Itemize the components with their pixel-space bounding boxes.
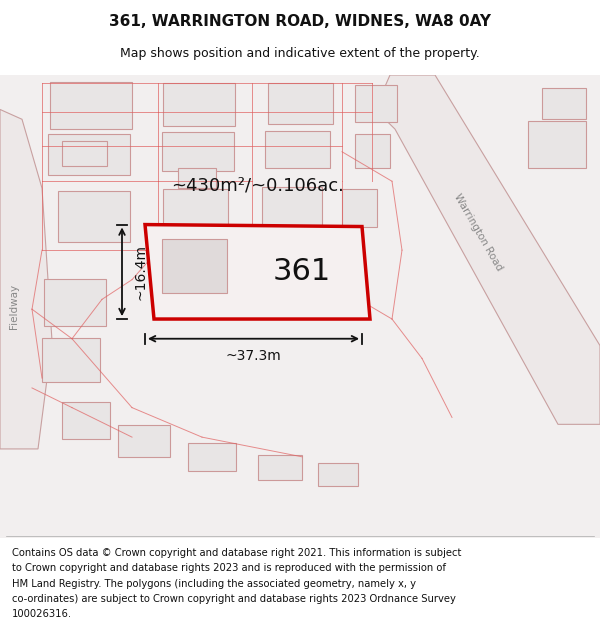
Bar: [258, 455, 302, 481]
Bar: [355, 85, 397, 122]
Bar: [318, 462, 358, 486]
Bar: [265, 131, 330, 169]
Bar: [178, 169, 216, 188]
Polygon shape: [375, 75, 600, 424]
Text: Map shows position and indicative extent of the property.: Map shows position and indicative extent…: [120, 48, 480, 61]
Bar: [262, 187, 322, 231]
Bar: [44, 279, 106, 326]
Text: Warrington Road: Warrington Road: [452, 192, 504, 272]
Bar: [542, 88, 586, 119]
Text: HM Land Registry. The polygons (including the associated geometry, namely x, y: HM Land Registry. The polygons (includin…: [12, 579, 416, 589]
Text: ~16.4m: ~16.4m: [133, 244, 147, 300]
Bar: [342, 189, 377, 226]
Text: 361: 361: [273, 258, 331, 286]
Bar: [163, 189, 228, 234]
Bar: [355, 134, 390, 169]
Text: 361, WARRINGTON ROAD, WIDNES, WA8 0AY: 361, WARRINGTON ROAD, WIDNES, WA8 0AY: [109, 14, 491, 29]
Bar: [118, 426, 170, 457]
Bar: [48, 134, 130, 176]
Text: to Crown copyright and database rights 2023 and is reproduced with the permissio: to Crown copyright and database rights 2…: [12, 563, 446, 573]
Bar: [162, 132, 234, 171]
Bar: [528, 121, 586, 169]
Text: Contains OS data © Crown copyright and database right 2021. This information is : Contains OS data © Crown copyright and d…: [12, 548, 461, 558]
Bar: [162, 239, 227, 294]
Bar: [42, 338, 100, 382]
Bar: [188, 443, 236, 471]
Bar: [50, 82, 132, 129]
Bar: [62, 402, 110, 439]
Text: ~430m²/~0.106ac.: ~430m²/~0.106ac.: [172, 176, 344, 194]
Bar: [268, 83, 333, 124]
Bar: [163, 83, 235, 126]
Text: co-ordinates) are subject to Crown copyright and database rights 2023 Ordnance S: co-ordinates) are subject to Crown copyr…: [12, 594, 456, 604]
Polygon shape: [145, 224, 370, 319]
Bar: [58, 191, 130, 242]
Text: ~37.3m: ~37.3m: [226, 349, 281, 363]
Text: 100026316.: 100026316.: [12, 609, 72, 619]
Polygon shape: [0, 109, 52, 449]
Bar: [62, 141, 107, 166]
Text: Fieldway: Fieldway: [9, 284, 19, 329]
